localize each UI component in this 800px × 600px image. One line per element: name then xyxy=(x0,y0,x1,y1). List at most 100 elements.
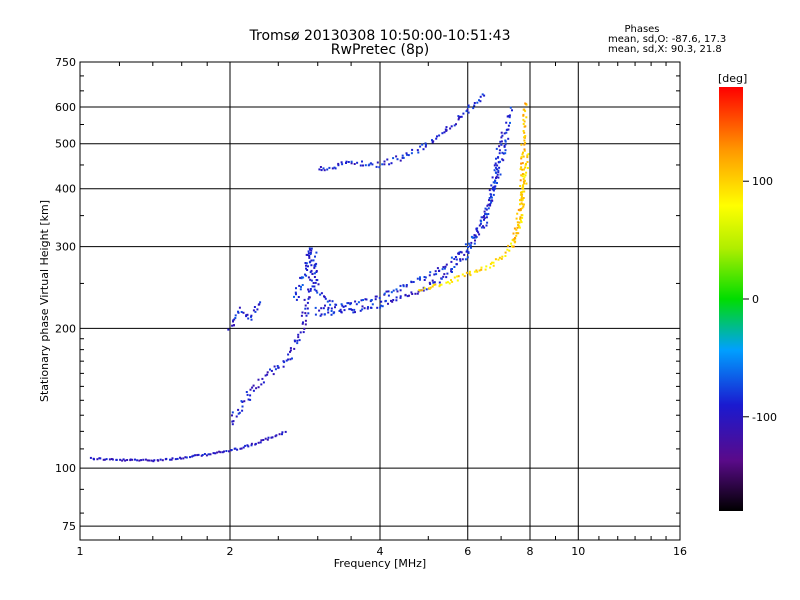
data-point xyxy=(368,163,371,166)
trace-x-cusp xyxy=(511,102,528,248)
data-point xyxy=(523,120,526,123)
data-point xyxy=(519,219,522,222)
data-point xyxy=(510,242,513,245)
data-point xyxy=(493,181,496,184)
data-point xyxy=(501,158,504,161)
data-point xyxy=(500,140,503,143)
data-point xyxy=(144,458,147,461)
data-point xyxy=(203,453,206,455)
data-point xyxy=(521,175,524,178)
stats-line-o: mean, sd,O: -87.6, 17.3 xyxy=(608,34,726,45)
data-point xyxy=(307,290,310,293)
data-point xyxy=(207,453,210,456)
data-point xyxy=(297,336,300,339)
data-point xyxy=(423,287,426,290)
data-point xyxy=(354,311,356,314)
data-point xyxy=(299,276,302,279)
data-point xyxy=(508,114,511,117)
data-point xyxy=(102,458,105,461)
data-point xyxy=(308,247,311,250)
colorbar-tick-label-0: 100 xyxy=(752,175,773,188)
data-point xyxy=(495,157,497,160)
data-point xyxy=(304,319,307,322)
data-point xyxy=(446,281,449,284)
data-point xyxy=(523,176,526,179)
data-point xyxy=(519,185,522,187)
data-point xyxy=(314,255,316,258)
data-point xyxy=(464,258,467,261)
data-point xyxy=(223,450,225,453)
data-point xyxy=(257,378,260,381)
data-point xyxy=(319,293,322,296)
data-point xyxy=(250,318,253,321)
data-point xyxy=(365,298,368,301)
x-tick-label-2: 4 xyxy=(377,545,384,558)
y-tick-label-5: 500 xyxy=(55,138,76,151)
data-point xyxy=(473,242,476,245)
data-point xyxy=(482,225,484,228)
data-point xyxy=(291,357,293,360)
data-point xyxy=(490,196,493,199)
data-point xyxy=(459,258,462,261)
data-point xyxy=(478,224,481,227)
data-point xyxy=(504,149,507,152)
data-point xyxy=(435,137,438,140)
data-point xyxy=(512,232,515,235)
data-point xyxy=(271,436,274,439)
data-point xyxy=(491,176,494,179)
data-point xyxy=(233,318,236,321)
data-point xyxy=(256,308,259,311)
data-point xyxy=(523,131,526,134)
data-point xyxy=(335,303,338,306)
data-point xyxy=(493,164,496,167)
data-point xyxy=(524,141,527,144)
data-point xyxy=(161,459,164,462)
data-point xyxy=(371,163,374,166)
data-point xyxy=(399,295,402,298)
trace-e-layer xyxy=(89,430,287,463)
data-point xyxy=(242,446,245,449)
data-point xyxy=(355,303,358,306)
data-point xyxy=(257,386,260,389)
data-point xyxy=(330,310,333,312)
data-point xyxy=(496,164,499,167)
data-point xyxy=(197,453,200,456)
data-point xyxy=(404,294,407,297)
data-point xyxy=(247,317,250,320)
data-point xyxy=(525,162,527,165)
data-point xyxy=(115,458,118,461)
data-point xyxy=(257,303,260,306)
data-point xyxy=(411,148,414,151)
data-point xyxy=(492,261,495,264)
data-point xyxy=(238,306,241,309)
data-point xyxy=(307,265,309,268)
data-point xyxy=(119,458,122,461)
data-point xyxy=(434,270,437,273)
data-point xyxy=(450,125,453,128)
data-point xyxy=(483,218,485,221)
data-point xyxy=(483,210,486,213)
data-point xyxy=(479,95,482,98)
data-point xyxy=(237,408,240,411)
data-point xyxy=(453,266,456,268)
trace-f-trace xyxy=(314,131,504,317)
data-point xyxy=(375,295,378,298)
data-point xyxy=(276,365,279,367)
data-point xyxy=(492,189,495,192)
data-point xyxy=(522,151,524,154)
data-point xyxy=(385,290,388,293)
data-point xyxy=(476,101,479,104)
data-point xyxy=(521,193,524,196)
data-point xyxy=(170,458,173,461)
data-point xyxy=(246,444,249,447)
data-point xyxy=(500,143,503,146)
data-point xyxy=(438,134,441,137)
data-point xyxy=(494,185,497,188)
data-point xyxy=(387,302,389,305)
data-point xyxy=(240,400,243,403)
data-point xyxy=(304,323,307,326)
data-point xyxy=(478,99,480,102)
data-point xyxy=(521,187,524,190)
data-point xyxy=(216,451,219,454)
